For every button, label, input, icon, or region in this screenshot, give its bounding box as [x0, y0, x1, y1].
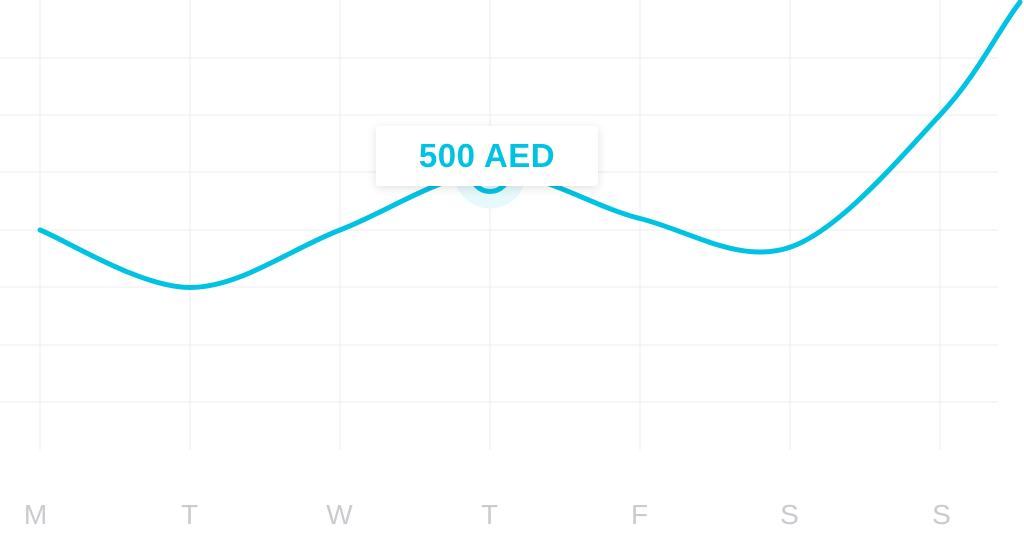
x-tick-label-5: S — [780, 499, 800, 530]
value-tooltip: 500 AED — [376, 126, 598, 186]
series-layer — [37, 0, 1023, 290]
x-tick-label-1: T — [181, 499, 199, 530]
grid — [0, 0, 998, 450]
x-tick-label-6: S — [932, 499, 952, 530]
x-tick-label-0: M — [24, 499, 48, 530]
x-tick-label-2: W — [326, 499, 353, 530]
x-tick-label-3: T — [481, 499, 499, 530]
x-tick-label-4: F — [631, 499, 649, 530]
series-line — [37, 0, 1023, 290]
